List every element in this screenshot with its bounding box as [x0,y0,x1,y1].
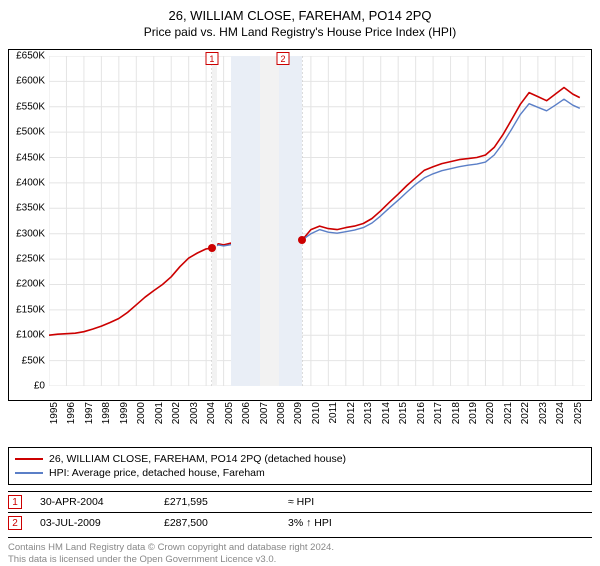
price-chart: £0 £50K £100K £150K £200K £250K £300K £350K £400… [8,49,592,401]
x-tick-label: 1999 [119,402,130,424]
sale-date: 30-APR-2004 [40,496,146,508]
x-tick-label: 2012 [346,402,357,424]
sale-price: £287,500 [164,517,270,529]
x-tick-label: 2019 [468,402,479,424]
x-tick-label: 2003 [189,402,200,424]
footer-attribution: Contains HM Land Registry data © Crown c… [8,537,592,566]
legend-swatch [15,472,43,474]
x-tick-label: 2005 [224,402,235,424]
x-tick-label: 2020 [485,402,496,424]
sale-price: £271,595 [164,496,270,508]
chart-svg [49,56,585,386]
y-tick-label: £450K [16,152,45,163]
legend-swatch [15,458,43,460]
y-tick-label: £250K [16,254,45,265]
plot-area: 12 [49,56,585,386]
x-tick-label: 2007 [259,402,270,424]
x-tick-label: 1995 [49,402,60,424]
sale-delta: 3% ↑ HPI [288,517,394,529]
y-tick-label: £0 [34,381,45,392]
page-subtitle: Price paid vs. HM Land Registry's House … [0,23,600,39]
legend-item: HPI: Average price, detached house, Fare… [15,466,585,480]
sale-marker [208,244,216,252]
x-tick-label: 2023 [538,402,549,424]
x-tick-label: 2009 [293,402,304,424]
legend-label: HPI: Average price, detached house, Fare… [49,467,265,479]
x-tick-label: 2011 [328,402,339,424]
legend-label: 26, WILLIAM CLOSE, FAREHAM, PO14 2PQ (de… [49,453,346,465]
y-tick-label: £150K [16,304,45,315]
sale-delta: ≈ HPI [288,496,394,508]
y-tick-label: £200K [16,279,45,290]
sale-date: 03-JUL-2009 [40,517,146,529]
sale-row: 1 30-APR-2004 £271,595 ≈ HPI [8,491,592,512]
y-tick-label: £650K [16,51,45,62]
x-tick-label: 2024 [555,402,566,424]
x-tick-label: 1997 [84,402,95,424]
x-tick-label: 2025 [573,402,584,424]
x-tick-label: 2006 [241,402,252,424]
x-tick-label: 1996 [66,402,77,424]
x-tick-label: 2002 [171,402,182,424]
sale-index-box: 1 [205,52,218,65]
x-tick-label: 2016 [416,402,427,424]
page-title: 26, WILLIAM CLOSE, FAREHAM, PO14 2PQ [0,0,600,23]
y-tick-label: £300K [16,228,45,239]
x-tick-label: 2010 [311,402,322,424]
x-axis-labels: 1995 1996 1997 1998 1999 2000 2001 2002 2003 2004… [49,400,585,440]
x-tick-label: 2017 [433,402,444,424]
x-tick-label: 2001 [154,402,165,424]
y-axis-labels: £0£50K£100K£150K£200K£250K£300K£350K£400… [9,56,47,386]
x-tick-label: 2004 [206,402,217,424]
legend-item: 26, WILLIAM CLOSE, FAREHAM, PO14 2PQ (de… [15,452,585,466]
footer-line-1: Contains HM Land Registry data © Crown c… [8,542,592,554]
y-tick-label: £550K [16,101,45,112]
y-tick-label: £100K [16,330,45,341]
y-tick-label: £50K [22,355,45,366]
sale-index-icon: 2 [8,516,22,530]
sale-row: 2 03-JUL-2009 £287,500 3% ↑ HPI [8,512,592,533]
y-tick-label: £400K [16,177,45,188]
x-tick-label: 2015 [398,402,409,424]
x-tick-label: 2000 [136,402,147,424]
x-tick-label: 2018 [451,402,462,424]
legend: 26, WILLIAM CLOSE, FAREHAM, PO14 2PQ (de… [8,447,592,485]
sale-index-box: 2 [276,52,289,65]
y-tick-label: £500K [16,127,45,138]
sale-index-icon: 1 [8,495,22,509]
x-tick-label: 1998 [101,402,112,424]
sales-table: 1 30-APR-2004 £271,595 ≈ HPI 2 03-JUL-2009 £28… [8,491,592,533]
sale-marker [298,236,306,244]
x-tick-label: 2022 [520,402,531,424]
x-tick-label: 2008 [276,402,287,424]
x-tick-label: 2021 [503,402,514,424]
x-tick-label: 2014 [381,402,392,424]
x-tick-label: 2013 [363,402,374,424]
y-tick-label: £600K [16,76,45,87]
y-tick-label: £350K [16,203,45,214]
